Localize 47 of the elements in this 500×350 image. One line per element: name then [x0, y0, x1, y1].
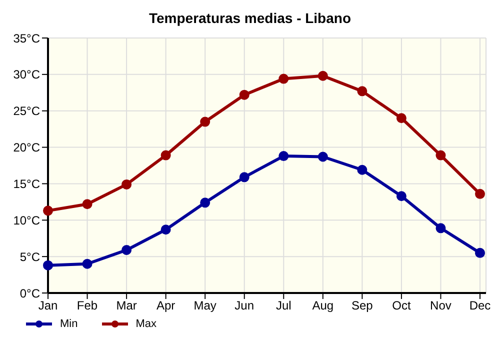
point — [82, 199, 92, 210]
point — [278, 151, 289, 162]
point — [278, 74, 289, 84]
x-tick-label: Jul — [276, 298, 292, 313]
x-tick-label: Sep — [352, 298, 374, 313]
legend-label: Min — [60, 318, 78, 330]
point — [122, 179, 132, 190]
point — [318, 70, 328, 81]
point — [436, 150, 446, 160]
x-tick-label: Jun — [234, 298, 254, 313]
point — [200, 116, 210, 127]
y-tick-label: 35°C — [13, 31, 40, 46]
x-tick-label: May — [194, 298, 216, 313]
point — [436, 223, 446, 234]
legend-label: Max — [136, 318, 157, 330]
x-tick-label: Apr — [156, 298, 176, 313]
point — [357, 86, 368, 96]
y-tick-label: 10°C — [13, 213, 40, 228]
x-tick-label: Nov — [430, 298, 452, 313]
x-tick-label: Oct — [392, 298, 412, 313]
point — [357, 164, 368, 175]
point — [239, 90, 250, 100]
x-tick-label: Jan — [38, 298, 58, 313]
point — [396, 113, 406, 124]
point — [200, 198, 210, 208]
point — [318, 152, 328, 162]
point — [160, 150, 171, 160]
x-tick-label: Mar — [116, 298, 137, 313]
x-tick-label: Dec — [469, 298, 491, 313]
y-tick-label: 15°C — [13, 176, 40, 191]
chart-title: Temperaturas medias - Libano — [148, 10, 352, 26]
y-tick-label: 25°C — [13, 104, 40, 118]
point — [396, 191, 406, 202]
y-tick-label: 30°C — [13, 68, 40, 82]
point — [160, 224, 171, 235]
point — [475, 188, 485, 199]
y-tick-label: 20°C — [13, 140, 40, 155]
point — [122, 245, 132, 256]
y-tick-label: 5°C — [20, 250, 40, 264]
point — [82, 258, 92, 269]
x-tick-label: Aug — [312, 298, 334, 313]
point — [239, 172, 250, 182]
x-tick-label: Feb — [76, 298, 98, 313]
point — [43, 206, 53, 216]
point — [475, 248, 485, 258]
y-tick-label: 0°C — [20, 286, 40, 300]
point — [43, 260, 53, 270]
